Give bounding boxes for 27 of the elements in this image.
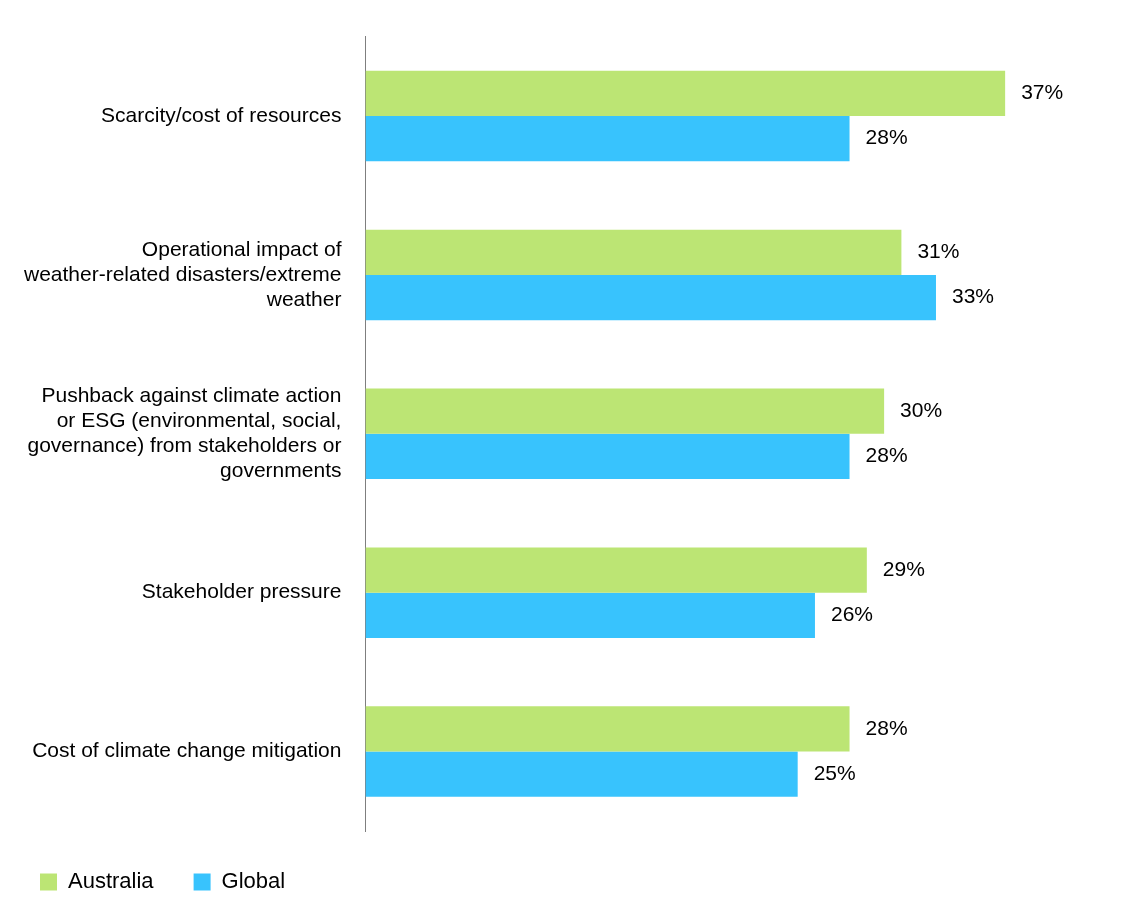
- data-label: 25%: [813, 761, 856, 784]
- data-label: 28%: [865, 443, 908, 467]
- bar: [365, 116, 850, 162]
- bar: [365, 229, 902, 275]
- y-tick-label: Stakeholder pressure: [141, 579, 342, 603]
- y-tick-label: Pushback against climate action or ESG (environmental, social, governance) from stakeholders or governments: [27, 382, 342, 482]
- data-label: 28%: [865, 125, 908, 149]
- bar: [365, 274, 936, 321]
- data-label: 30%: [900, 397, 943, 421]
- data-label: 26%: [830, 602, 873, 626]
- data-label: 29%: [882, 556, 925, 580]
- data-label: 37%: [1021, 80, 1064, 104]
- legend-label: Global: [221, 868, 286, 894]
- y-tick-label: Cost of climate change mitigation: [32, 738, 342, 762]
- bar: [365, 388, 885, 434]
- bar: [365, 751, 798, 797]
- bar: [365, 706, 850, 752]
- y-tick-label: Scarcity/cost of resources: [101, 102, 342, 126]
- y-tick-label: Operational impact of weather-related disasters/extreme weather: [22, 236, 342, 310]
- legend-label: Australia: [68, 868, 155, 894]
- data-label: 33%: [951, 284, 995, 308]
- bar: [365, 433, 850, 480]
- data-label: 31%: [917, 239, 960, 263]
- data-label: 28%: [865, 715, 908, 739]
- bar: [365, 70, 1006, 117]
- bar: [365, 592, 815, 638]
- bar: [365, 547, 867, 593]
